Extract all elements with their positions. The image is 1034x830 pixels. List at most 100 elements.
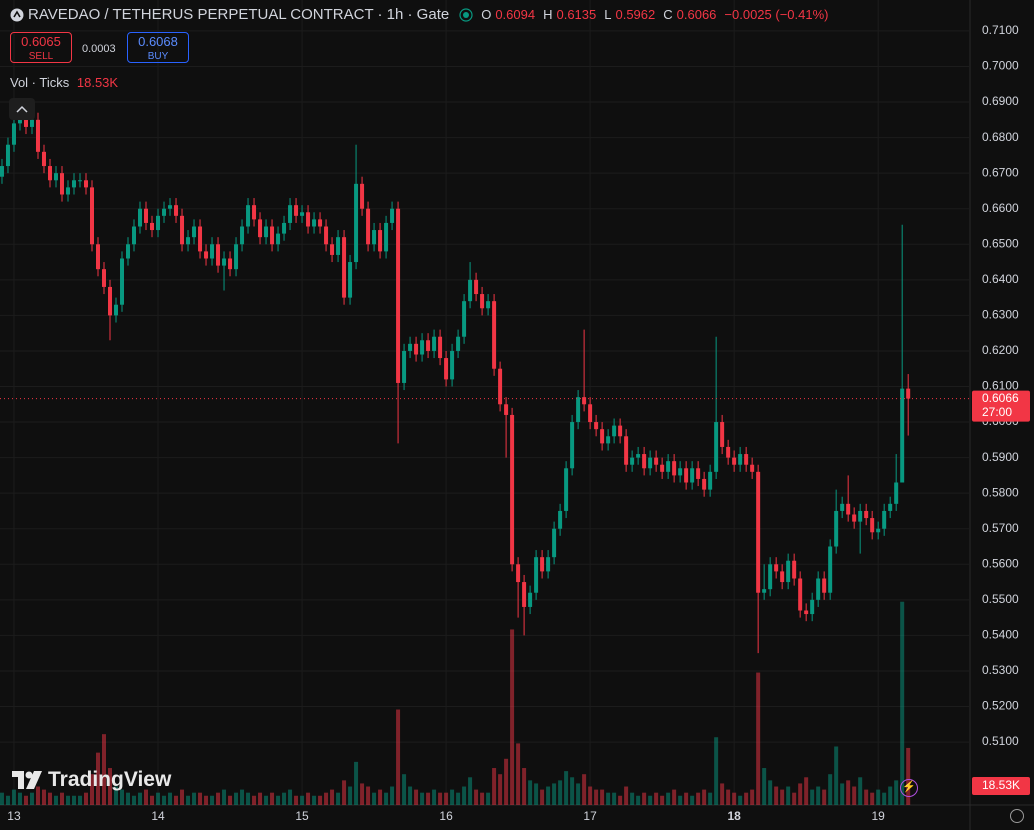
candle-body <box>870 518 875 533</box>
volume-bar <box>288 789 293 805</box>
volume-bar <box>390 786 395 805</box>
volume-bar <box>210 795 215 805</box>
y-tick-label: 0.5300 <box>982 663 1019 677</box>
candle-body <box>594 422 599 430</box>
candle-body <box>438 336 443 359</box>
candle-body <box>810 599 815 615</box>
candle-body <box>462 301 467 337</box>
volume-bar <box>216 792 221 805</box>
candle-body <box>498 368 503 405</box>
candle-body <box>204 251 209 259</box>
volume-bar <box>774 786 779 805</box>
high-value: 0.6135 <box>556 7 597 22</box>
volume-bar <box>726 789 731 805</box>
volume-bar <box>366 786 371 805</box>
volume-bar <box>840 783 845 805</box>
spread: 0.0003 <box>82 43 116 55</box>
volume-bar <box>65 795 70 805</box>
volume-bar <box>23 795 28 805</box>
volume-value-label: 18.53K <box>982 778 1020 792</box>
volume-bar <box>276 795 281 805</box>
volume-bar <box>29 792 34 805</box>
volume-bar <box>672 789 677 805</box>
volume-bar <box>114 786 119 805</box>
candle-body <box>834 510 839 547</box>
volume-bar <box>822 789 827 805</box>
y-tick-label: 0.6600 <box>982 201 1019 215</box>
volume-bar <box>630 792 635 805</box>
candle-body <box>666 461 671 472</box>
candle-body <box>246 205 251 227</box>
volume-bar <box>198 792 203 805</box>
volume-bar <box>120 789 125 805</box>
candle-body <box>71 180 76 188</box>
candle-body <box>858 510 863 522</box>
collapse-button[interactable] <box>9 98 35 120</box>
candle-body <box>762 589 767 593</box>
candle-body <box>798 578 803 611</box>
candle-body <box>29 119 34 127</box>
candle-body <box>528 592 533 607</box>
settings-icon[interactable] <box>1010 809 1024 823</box>
volume-bar <box>240 789 245 805</box>
countdown-label: 27:00 <box>982 405 1012 419</box>
volume-bar <box>906 747 911 805</box>
last-price-label: 0.6066 <box>982 391 1019 405</box>
candle-body <box>216 244 221 266</box>
candle-body <box>432 336 437 351</box>
candle-body <box>336 237 341 255</box>
legend: RAVEDAO / TETHERUS PERPETUAL CONTRACT · … <box>10 6 828 23</box>
candle-body <box>228 258 233 270</box>
x-tick-label: 14 <box>151 809 165 823</box>
candle-body <box>192 226 197 238</box>
buy-button[interactable]: 0.6068 BUY <box>127 32 189 63</box>
candle-body <box>738 454 743 465</box>
volume-bar <box>516 743 521 805</box>
y-tick-label: 0.5100 <box>982 734 1019 748</box>
y-tick-label: 0.5200 <box>982 699 1019 713</box>
chevron-up <box>16 105 28 113</box>
candle-body <box>546 557 551 572</box>
volume-bar <box>318 795 323 805</box>
candle-body <box>684 468 689 483</box>
low-label: L <box>604 7 612 22</box>
candle-body <box>420 340 425 355</box>
volume-bar <box>168 792 173 805</box>
volume-bar <box>270 792 275 805</box>
last-price-box <box>972 390 1030 422</box>
candle-body <box>23 116 28 127</box>
volume-bar <box>648 795 653 805</box>
volume-bar <box>708 792 713 805</box>
volume-bar <box>102 734 107 805</box>
candle-body <box>360 183 365 209</box>
volume-bar <box>246 792 251 805</box>
volume-bar <box>798 783 803 805</box>
sell-button[interactable]: 0.6065 SELL <box>10 32 72 63</box>
volume-bar <box>600 789 605 805</box>
candle-body <box>678 468 683 476</box>
candle-body <box>846 503 851 515</box>
candle-body <box>450 350 455 380</box>
y-tick-label: 0.5800 <box>982 485 1019 499</box>
close-value: 0.6066 <box>676 7 717 22</box>
volume-bar <box>816 786 821 805</box>
candle-body <box>342 237 347 298</box>
volume-bar <box>282 792 287 805</box>
volume-bar <box>900 601 905 805</box>
candle-body <box>648 457 653 469</box>
candle-body <box>402 350 407 383</box>
candle-body <box>162 208 167 216</box>
volume-bar <box>150 795 155 805</box>
volume-bar <box>846 780 851 805</box>
candle-body <box>654 457 659 465</box>
volume-bar <box>456 792 461 805</box>
volume-bar <box>762 768 767 805</box>
volume-bar <box>870 792 875 805</box>
volume-bar <box>492 768 497 805</box>
candle-body <box>372 230 377 245</box>
alert-icon[interactable]: ⚡ <box>900 779 918 797</box>
sell-label: SELL <box>28 51 54 62</box>
candle-body <box>624 436 629 465</box>
volume-bar <box>83 792 88 805</box>
